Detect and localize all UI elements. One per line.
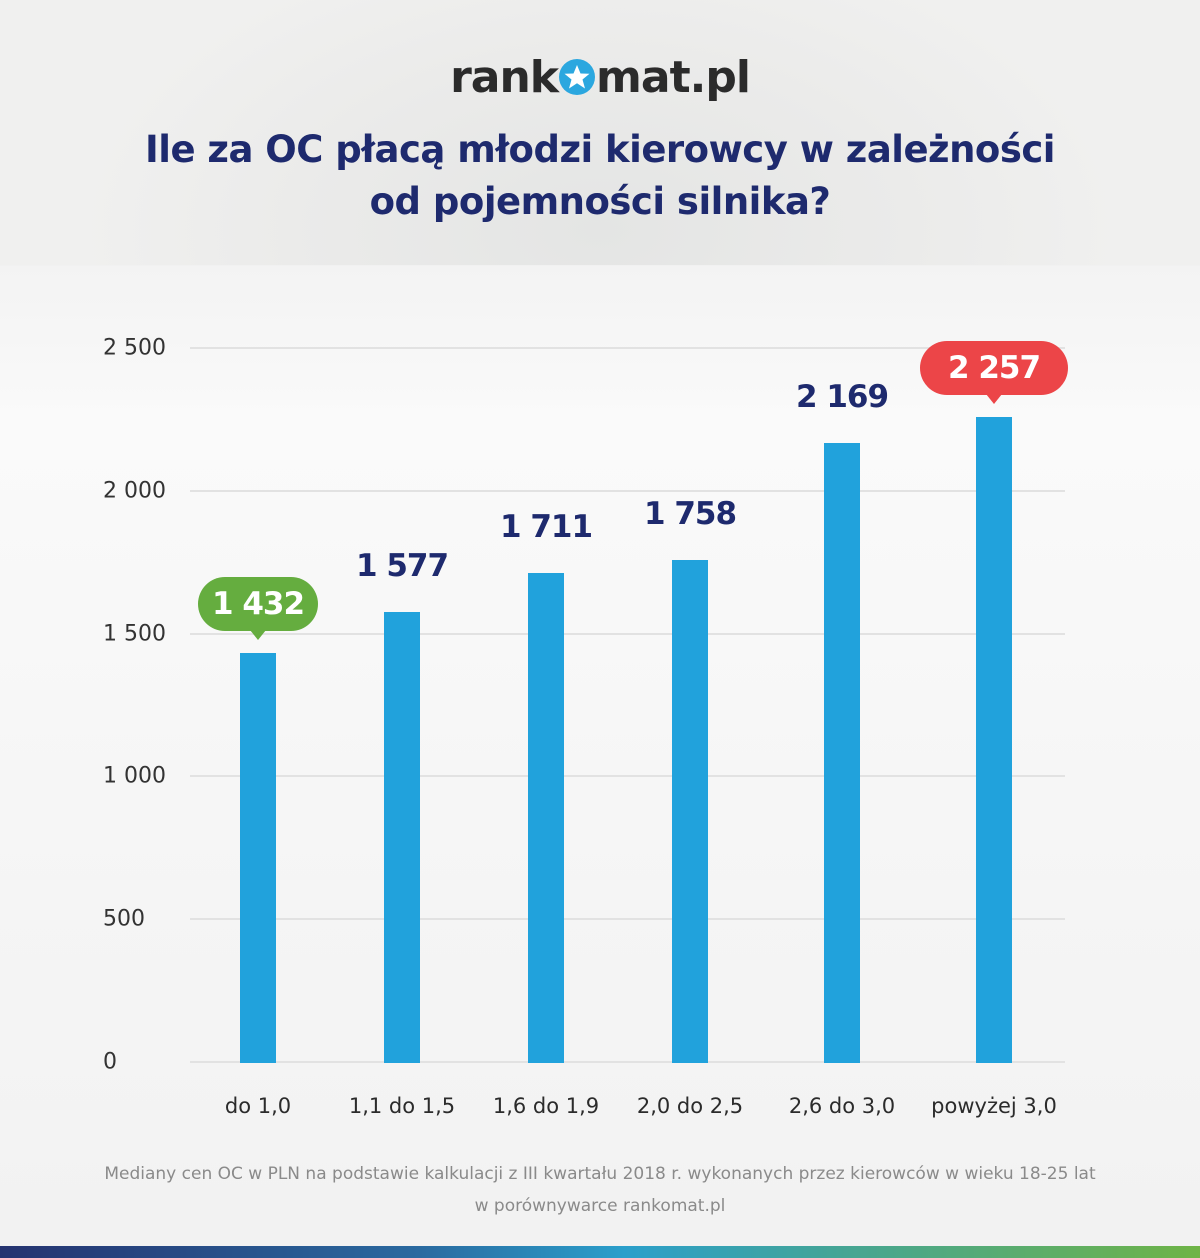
title-line-1: Ile za OC płacą młodzi kierowcy w zależn… [145, 128, 1056, 171]
footnote-line-1: Mediany cen OC w PLN na podstawie kalkul… [104, 1164, 1096, 1184]
x-axis-category-label: 1,1 do 1,5 [348, 1094, 456, 1118]
logo: rank mat.pl [0, 52, 1200, 103]
max-value-badge: 2 257 [920, 341, 1068, 405]
grid-line [190, 489, 1065, 492]
bar-value-label: 1 758 [643, 495, 737, 532]
bar-value-label: 1 577 [355, 547, 449, 584]
bottom-gradient-bar [0, 1246, 1200, 1258]
y-axis-tick-label: 0 [103, 1049, 117, 1075]
grid-line [190, 775, 1065, 778]
y-axis-tick-label: 1 000 [103, 763, 166, 789]
grid-line [190, 1061, 1065, 1063]
footnote-line-2: w porównywarce rankomat.pl [474, 1196, 726, 1216]
min-value-badge: 1 432 [198, 577, 318, 641]
star-circle-icon [559, 59, 596, 95]
bar [976, 417, 1012, 1063]
bar [528, 573, 564, 1063]
bar [240, 653, 276, 1063]
grid-line [190, 918, 1065, 921]
bar-value-label: 1 711 [499, 509, 593, 546]
grid-line [190, 347, 1065, 349]
y-axis-tick-label: 2 500 [103, 335, 166, 361]
bar [672, 559, 708, 1063]
x-axis-category-label: powyżej 3,0 [931, 1094, 1057, 1118]
x-axis-category-label: do 1,0 [224, 1094, 292, 1118]
x-axis-category-label: 2,6 do 3,0 [788, 1094, 896, 1118]
y-axis-tick-label: 500 [103, 906, 145, 932]
y-axis-tick-label: 2 000 [103, 478, 166, 504]
bar [824, 442, 860, 1063]
chart-title: Ile za OC płacą młodzi kierowcy w zależn… [0, 124, 1200, 228]
bar [384, 611, 420, 1063]
x-axis-category-label: 1,6 do 1,9 [492, 1094, 600, 1118]
logo-suffix: mat.pl [596, 52, 751, 103]
grid-line [190, 632, 1065, 635]
x-axis-category-label: 2,0 do 2,5 [636, 1094, 744, 1118]
bar-value-label: 2 169 [795, 378, 889, 415]
header-band [0, 0, 1200, 265]
logo-prefix: rank [450, 52, 559, 103]
y-axis-tick-label: 1 500 [103, 621, 166, 647]
title-line-2: od pojemności silnika? [369, 180, 831, 223]
